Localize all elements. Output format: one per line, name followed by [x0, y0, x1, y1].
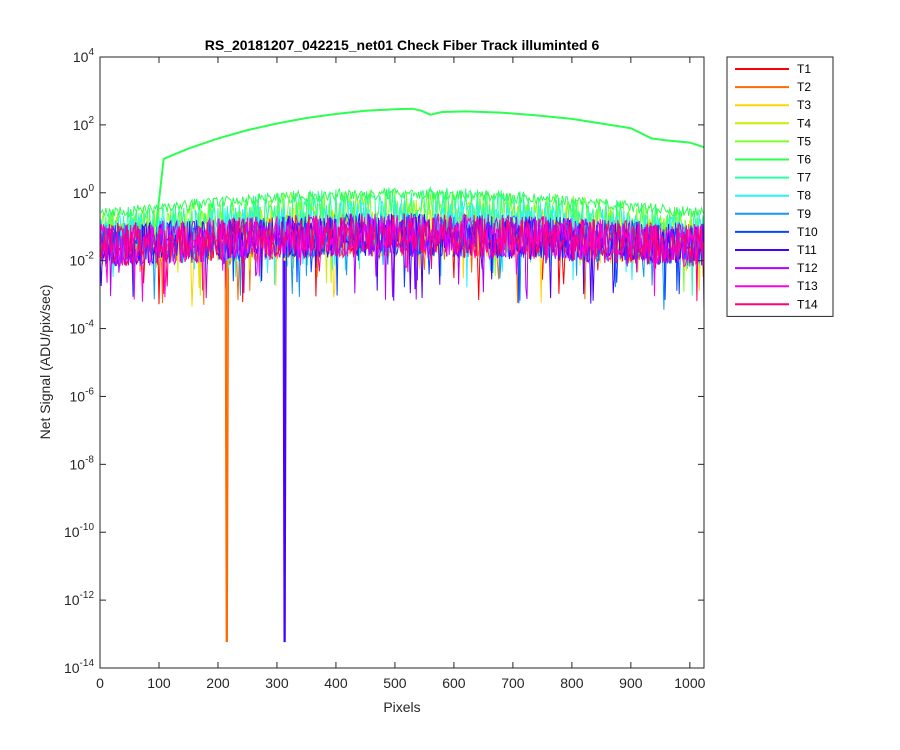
y-tick-base: 10	[64, 592, 80, 608]
y-axis-label: Net Signal (ADU/pix/sec)	[37, 285, 53, 440]
x-tick-label: 1000	[674, 675, 705, 691]
series-line-t11	[100, 213, 704, 643]
series-line-t6	[155, 107, 704, 227]
legend-label: T1	[797, 62, 811, 76]
y-tick-exponent: 4	[88, 47, 94, 58]
legend-item-t2: T2	[735, 80, 811, 94]
x-tick-label: 700	[501, 675, 525, 691]
legend: T1 T2 T3 T4 T5 T6 T7 T8 T9 T10 T11 T12 T13 T14	[726, 56, 834, 317]
x-tick-label: 100	[147, 675, 171, 691]
legend-item-t13: T13	[735, 279, 818, 293]
x-tick-label: 600	[442, 675, 466, 691]
legend-label: T9	[797, 207, 811, 221]
y-tick-label: 10-12	[64, 590, 94, 608]
x-axis: 0 100 200 300 400 500 600 700 800 900 1000	[96, 57, 706, 691]
legend-label: T4	[797, 116, 811, 130]
series-layer	[100, 107, 704, 643]
y-tick-label: 10-10	[64, 522, 94, 540]
legend-label: T3	[797, 98, 811, 112]
legend-label: T12	[797, 261, 818, 275]
y-tick-exponent: -8	[85, 454, 94, 465]
y-tick-label: 10-4	[70, 319, 95, 337]
y-tick-base: 10	[70, 253, 86, 269]
y-tick-base: 10	[73, 185, 89, 201]
legend-label: T2	[797, 80, 811, 94]
legend-item-t8: T8	[735, 189, 811, 203]
y-tick-base: 10	[64, 660, 80, 676]
series-line-t6-band	[100, 187, 704, 219]
legend-item-t14: T14	[735, 297, 818, 311]
y-tick-label: 10-8	[70, 454, 95, 472]
legend-item-t10: T10	[735, 225, 818, 239]
series-line-t14	[100, 213, 704, 302]
y-tick-exponent: -10	[80, 522, 95, 533]
plot-layer	[100, 107, 704, 643]
y-tick-label: 10-6	[70, 386, 95, 404]
y-tick-label: 104	[73, 47, 95, 65]
x-tick-label: 400	[324, 675, 348, 691]
y-tick-exponent: -14	[80, 658, 95, 669]
y-tick-base: 10	[73, 117, 89, 133]
legend-item-t4: T4	[735, 116, 811, 130]
legend-box	[726, 56, 834, 317]
legend-label: T6	[797, 153, 811, 167]
y-tick-base: 10	[70, 321, 86, 337]
legend-item-t3: T3	[735, 98, 811, 112]
y-tick-base: 10	[73, 49, 89, 65]
x-tick-label: 800	[560, 675, 584, 691]
x-tick-label: 300	[265, 675, 289, 691]
y-tick-exponent: -6	[85, 386, 94, 397]
legend-item-t1: T1	[735, 62, 811, 76]
y-tick-label: 102	[73, 115, 95, 133]
legend-item-t6: T6	[735, 153, 811, 167]
x-axis-label: Pixels	[383, 699, 420, 715]
legend-label: T8	[797, 189, 811, 203]
legend-label: T11	[797, 243, 817, 257]
legend-item-t7: T7	[735, 171, 811, 185]
y-tick-exponent: 2	[88, 115, 94, 126]
y-tick-label: 10-14	[64, 658, 94, 676]
y-tick-base: 10	[64, 524, 80, 540]
x-tick-label: 900	[619, 675, 643, 691]
legend-item-t11: T11	[735, 243, 817, 257]
y-tick-exponent: -2	[85, 251, 94, 262]
y-tick-label: 10-2	[70, 251, 95, 269]
y-tick-label: 100	[73, 183, 95, 201]
legend-item-t5: T5	[735, 134, 811, 148]
y-tick-base: 10	[70, 388, 86, 404]
chart-title: RS_20181207_042215_net01 Check Fiber Tra…	[205, 37, 600, 53]
series-line-t2	[100, 213, 704, 643]
x-tick-label: 200	[206, 675, 230, 691]
legend-label: T14	[797, 297, 818, 311]
legend-item-t9: T9	[735, 207, 811, 221]
legend-label: T5	[797, 134, 811, 148]
y-tick-base: 10	[70, 456, 86, 472]
legend-label: T7	[797, 171, 811, 185]
legend-label: T13	[797, 279, 818, 293]
y-tick-exponent: -4	[85, 319, 94, 330]
y-tick-exponent: 0	[88, 183, 94, 194]
legend-label: T10	[797, 225, 818, 239]
plot-area	[99, 56, 705, 669]
x-tick-label: 500	[383, 675, 407, 691]
x-tick-label: 0	[96, 675, 104, 691]
legend-item-t12: T12	[735, 261, 818, 275]
y-tick-exponent: -12	[80, 590, 95, 601]
